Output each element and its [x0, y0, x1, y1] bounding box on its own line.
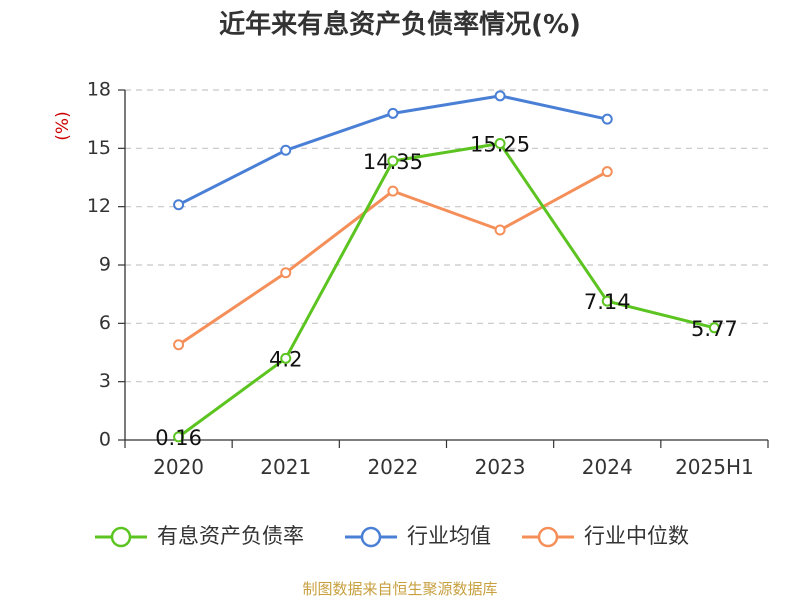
data-point [387, 107, 399, 119]
series-group [173, 90, 720, 443]
legend-label: 行业均值 [407, 524, 491, 548]
data-label: 15.25 [470, 132, 530, 156]
y-tick-label: 12 [87, 195, 111, 217]
x-tick-label: 2021 [260, 455, 311, 479]
data-point [601, 166, 613, 178]
series-line [177, 141, 715, 439]
data-label: 7.14 [584, 290, 631, 314]
data-point [173, 431, 185, 443]
y-tick-label: 6 [99, 312, 111, 334]
data-point [280, 352, 292, 364]
y-tick-label: 3 [99, 370, 111, 392]
legend-label: 行业中位数 [584, 524, 689, 548]
data-point [387, 155, 399, 167]
grid-lines [125, 89, 768, 383]
data-point [280, 267, 292, 279]
data-label: 14.35 [363, 150, 423, 174]
legend-label: 有息资产负债率 [157, 524, 304, 548]
legend-marker [537, 526, 559, 548]
x-axis-ticks: 2020 2021 2022 2023 2024 2025H1 [124, 440, 769, 479]
data-label: 5.77 [691, 317, 738, 341]
data-point [173, 339, 185, 351]
source-note: 制图数据来自恒生聚源数据库 [302, 580, 498, 598]
data-point [494, 90, 506, 102]
data-point [494, 137, 506, 149]
data-point [708, 322, 720, 334]
x-tick-label: 2025H1 [675, 455, 754, 479]
data-label: 0.16 [155, 426, 202, 450]
data-point [601, 295, 613, 307]
chart-title: 近年来有息资产负债率情况(%) [219, 10, 581, 40]
y-tick-label: 0 [99, 429, 111, 451]
data-point [280, 144, 292, 156]
x-tick-label: 2024 [582, 455, 633, 479]
data-point [494, 224, 506, 236]
data-labels: 0.16 4.2 14.35 15.25 7.14 5.77 [155, 132, 738, 449]
y-tick-label: 15 [87, 137, 111, 159]
data-point [173, 199, 185, 211]
y-tick-label: 18 [87, 79, 111, 101]
legend-marker [110, 526, 132, 548]
series-line [177, 170, 608, 346]
y-tick-label: 9 [99, 254, 111, 276]
x-tick-label: 2020 [153, 455, 204, 479]
data-point [387, 185, 399, 197]
data-label: 4.2 [269, 347, 302, 371]
legend-marker [360, 526, 382, 548]
y-axis-ticks: 0 3 6 9 12 15 18 [87, 79, 125, 451]
x-tick-label: 2023 [475, 455, 526, 479]
x-tick-label: 2022 [367, 455, 418, 479]
y-axis-label: (%) [53, 111, 73, 140]
data-point [601, 113, 613, 125]
legend: 有息资产负债率 行业均值 行业中位数 [95, 524, 689, 548]
